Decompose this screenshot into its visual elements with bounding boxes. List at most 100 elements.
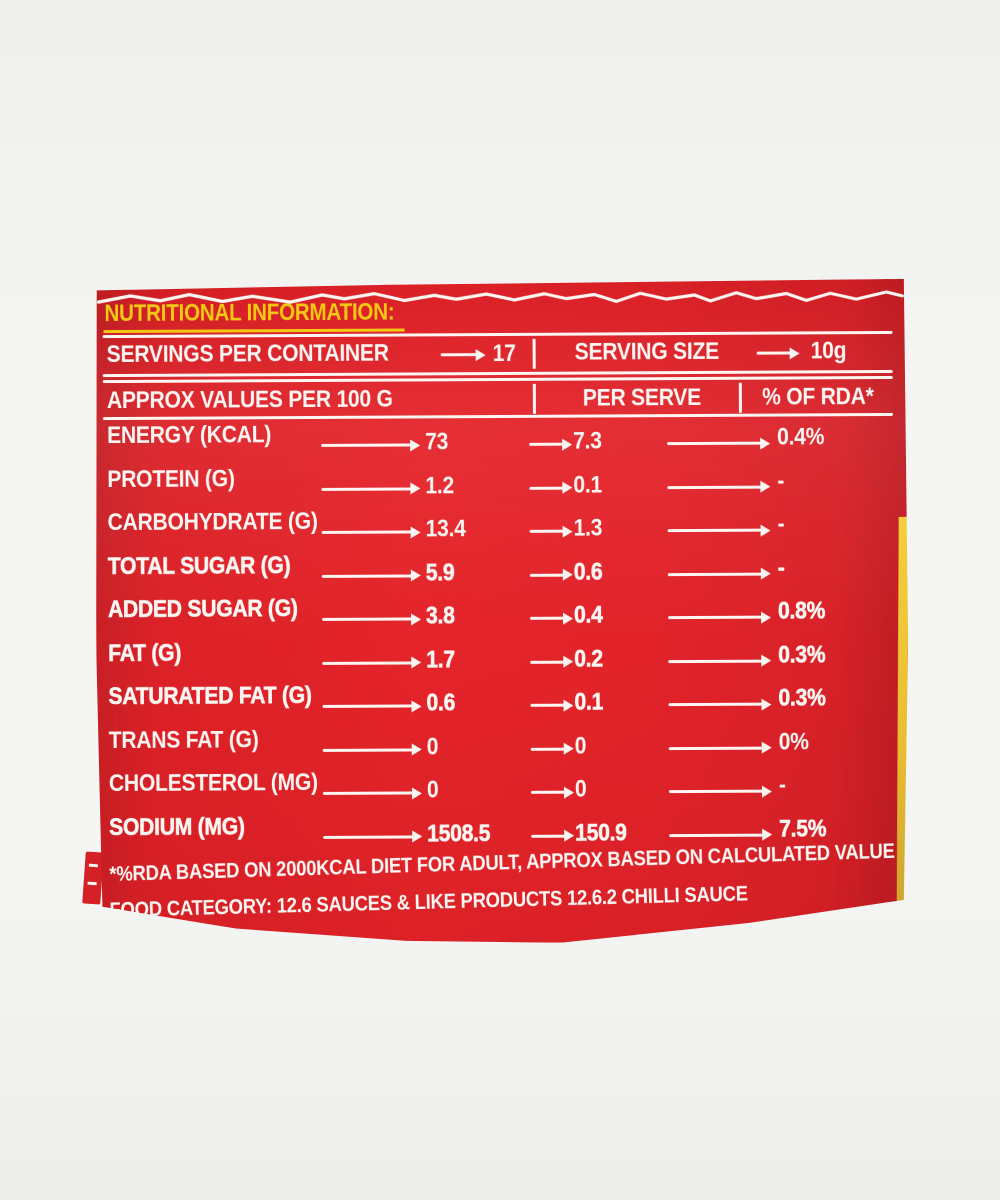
value-rda: - (777, 510, 785, 538)
label-edge-yellow-strip (897, 517, 909, 941)
arrow-icon (669, 790, 763, 793)
torn-text-mark (87, 881, 97, 886)
arrow-icon (323, 791, 413, 794)
arrow-icon (321, 443, 411, 446)
value-rda: 0.3% (778, 684, 826, 712)
value-per-100g: 0.6 (426, 689, 456, 717)
arrow-icon (530, 530, 564, 533)
value-per-serve: 0.2 (574, 644, 603, 673)
label-title: NUTRITIONAL INFORMATION: (104, 298, 395, 328)
label-edge-fragment (82, 851, 104, 905)
table-header-row: APPROX VALUES PER 100 G PER SERVE % OF R… (95, 382, 895, 416)
nutrition-row: TRANS FAT (G) 0 0 0% (97, 721, 897, 769)
nutrient-name: CHOLESTEROL (MG) (108, 768, 318, 798)
arrow-icon (668, 572, 762, 575)
value-per-serve: 0.1 (574, 688, 604, 716)
nutrient-name: CARBOHYDRATE (G) (107, 507, 318, 537)
serving-size-label: SERVING SIZE (574, 337, 720, 366)
column-divider (533, 339, 536, 369)
header-per-serve: PER SERVE (582, 383, 702, 412)
nutrition-row: FAT (G) 1.7 0.2 0.3% (96, 634, 896, 682)
nutrient-name: ENERGY (KCAL) (107, 421, 272, 450)
header-per-100g: APPROX VALUES PER 100 G (106, 385, 393, 415)
arrow-icon (530, 573, 564, 576)
arrow-icon (669, 833, 763, 836)
value-per-serve: 0.4 (573, 601, 603, 629)
value-per-serve: 7.3 (573, 427, 602, 455)
arrow-icon (531, 834, 565, 837)
header-rda: % OF RDA* (762, 383, 874, 411)
value-rda: 0.8% (777, 597, 826, 625)
nutrition-row: CARBOHYDRATE (G) 13.4 1.3 - (95, 504, 895, 552)
value-per-serve: 150.9 (575, 818, 627, 847)
arrow-icon (757, 351, 791, 354)
nutrition-row: ADDED SUGAR (G) 3.8 0.4 0.8% (96, 591, 896, 639)
value-per-100g: 1.2 (425, 471, 454, 499)
arrow-icon (322, 617, 412, 620)
nutrition-row: CHOLESTEROL (MG) 0 0 - (97, 765, 897, 813)
arrow-icon (529, 443, 563, 446)
nutrient-name: TRANS FAT (G) (108, 725, 259, 754)
nutrition-row: SATURATED FAT (G) 0.6 0.1 0.3% (96, 678, 896, 726)
nutrition-label: NUTRITIONAL INFORMATION: SERVINGS PER CO… (94, 279, 909, 945)
nutrition-row: PROTEIN (G) 1.2 0.1 - (95, 460, 895, 508)
arrow-icon (530, 660, 564, 663)
value-per-serve: 0 (574, 732, 587, 760)
servings-row: SERVINGS PER CONTAINER 17 SERVING SIZE 1… (95, 336, 895, 372)
servings-value: 17 (492, 339, 516, 368)
value-per-100g: 5.9 (425, 558, 455, 586)
value-per-100g: 13.4 (425, 515, 466, 543)
arrow-icon (669, 746, 763, 749)
value-rda: 7.5% (779, 814, 827, 843)
arrow-icon (668, 659, 762, 662)
nutrient-name: PROTEIN (G) (107, 464, 235, 493)
value-per-serve: 0.1 (573, 470, 602, 499)
arrow-icon (668, 703, 762, 706)
value-per-100g: 0 (426, 776, 439, 804)
arrow-icon (668, 529, 762, 532)
value-per-100g: 3.8 (425, 602, 455, 630)
column-divider (739, 383, 742, 413)
arrow-icon (530, 617, 564, 620)
value-rda: - (778, 771, 786, 799)
arrow-icon (530, 704, 564, 707)
arrow-icon (531, 747, 565, 750)
nutrient-name: TOTAL SUGAR (G) (107, 551, 291, 580)
zigzag-trim-icon (94, 282, 906, 314)
value-per-100g: 1.7 (426, 645, 455, 673)
value-per-serve: 0 (574, 775, 587, 803)
arrow-icon (323, 748, 413, 751)
nutrient-name: SODIUM (MG) (109, 812, 245, 841)
value-per-100g: 73 (425, 428, 449, 456)
food-category-note: FOOD CATEGORY: 12.6 SAUCES & LIKE PRODUC… (109, 882, 749, 923)
servings-label: SERVINGS PER CONTAINER (106, 339, 389, 369)
nutrient-name: SATURATED FAT (G) (108, 681, 312, 711)
title-underline (104, 329, 405, 334)
value-rda: 0.4% (777, 423, 825, 451)
arrow-icon (441, 353, 477, 356)
nutrition-row: ENERGY (KCAL) 73 7.3 0.4% (95, 417, 895, 465)
nutrition-row: TOTAL SUGAR (G) 5.9 0.6 - (96, 547, 896, 595)
arrow-icon (667, 485, 761, 488)
arrow-icon (321, 487, 411, 490)
nutrient-name: FAT (G) (108, 639, 182, 667)
arrow-icon (529, 486, 563, 489)
nutrient-name: ADDED SUGAR (G) (107, 595, 298, 624)
arrow-icon (667, 442, 761, 445)
arrow-icon (322, 704, 412, 707)
value-rda: - (777, 554, 785, 582)
value-per-serve: 0.6 (573, 557, 603, 586)
serving-size-value: 10g (810, 337, 847, 365)
arrow-icon (531, 791, 565, 794)
value-rda: 0% (778, 727, 809, 756)
value-per-100g: 0 (426, 732, 439, 760)
torn-text-mark (88, 863, 98, 868)
arrow-icon (668, 616, 762, 619)
arrow-icon (322, 530, 412, 533)
value-per-serve: 1.3 (573, 514, 603, 542)
arrow-icon (322, 574, 412, 577)
value-rda: - (777, 467, 785, 495)
value-rda: 0.3% (778, 640, 826, 669)
column-divider (533, 384, 536, 414)
